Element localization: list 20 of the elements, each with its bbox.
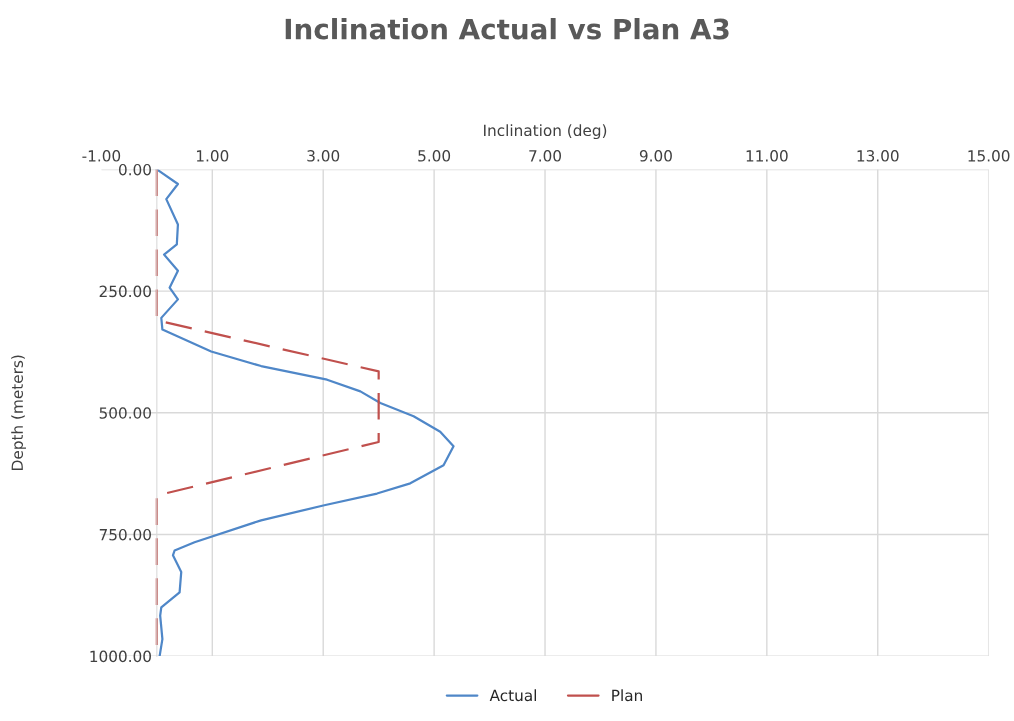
y-tick-label: 250.00 (99, 285, 151, 298)
x-tick-label: 13.00 (857, 150, 899, 162)
x-tick-label: 11.00 (746, 150, 788, 162)
y-tick-label: 750.00 (99, 528, 151, 541)
y-tick-label: 500.00 (99, 407, 151, 419)
x-tick-label: 9.00 (639, 150, 672, 162)
legend-label: Plan (612, 689, 642, 702)
y-tick-label: 1000.00 (90, 650, 151, 663)
line-series (155, 169, 455, 657)
x-tick-label: 5.00 (418, 150, 451, 162)
x-tick-label: 3.00 (307, 150, 340, 162)
chart-title: Inclination Actual vs Plan A3 (285, 18, 729, 40)
legend-label: Actual (489, 689, 536, 702)
y-tick-label: 0.00 (118, 163, 151, 176)
x-tick-label: 7.00 (529, 150, 562, 162)
y-axis-title: Depth (meters) (11, 355, 26, 470)
x-tick-label: 1.00 (196, 150, 229, 162)
x-tick-label: -1.00 (82, 150, 121, 162)
x-axis-title: Inclination (deg) (484, 124, 607, 140)
x-tick-label: 15.00 (968, 150, 1010, 162)
